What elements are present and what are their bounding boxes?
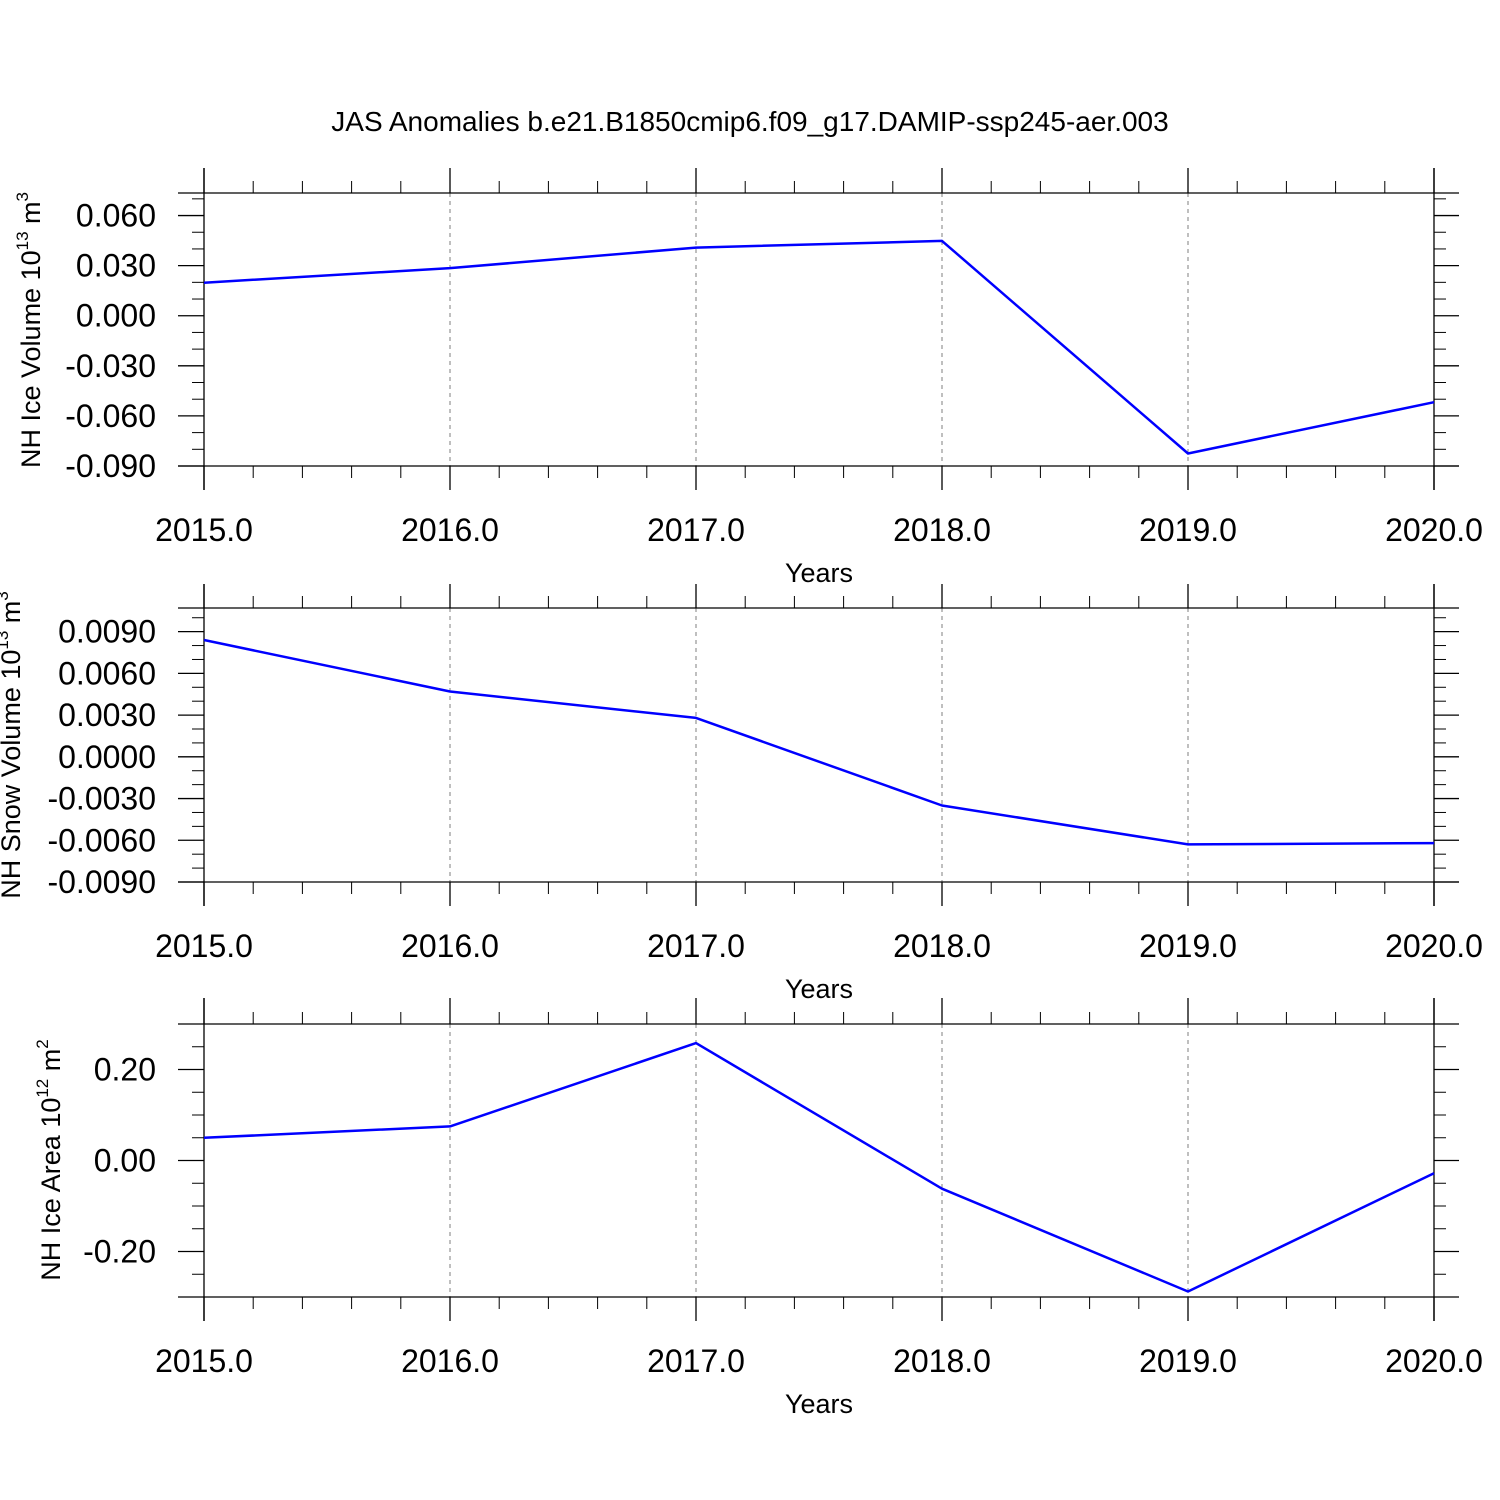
- y-label-text: NH Ice Volume 10: [16, 250, 46, 468]
- figure-title: JAS Anomalies b.e21.B1850cmip6.f09_g17.D…: [331, 106, 1168, 137]
- x-tick-label: 2017.0: [647, 1343, 745, 1379]
- x-tick-label: 2020.0: [1385, 512, 1483, 548]
- y-tick-label: -0.090: [65, 448, 156, 484]
- panels: 0.060 0.030 0.000 -0.030 -0.060 -0.090 2015.0 2…: [0, 168, 1483, 1419]
- series-line: [203, 239, 1435, 455]
- y-tick-label: 0.0060: [58, 655, 156, 691]
- y-axis-label: NH Ice Volume 1013 m3: [13, 192, 46, 468]
- y-label-superscript: 13: [13, 231, 32, 250]
- y-label-superscript: 13: [0, 631, 12, 650]
- y-tick-label: -0.060: [65, 398, 156, 434]
- y-axis-label: NH Ice Area 1012 m2: [33, 1039, 66, 1280]
- y-label-text: m: [36, 1049, 66, 1079]
- y-tick-label: 0.000: [76, 298, 156, 334]
- x-tick-label: 2018.0: [893, 928, 991, 964]
- x-tick-label: 2015.0: [155, 1343, 253, 1379]
- y-label-superscript: 2: [33, 1039, 52, 1048]
- y-tick-label: -0.030: [65, 348, 156, 384]
- x-tick-label: 2018.0: [893, 1343, 991, 1379]
- x-tick-label: 2015.0: [155, 928, 253, 964]
- y-label-text: m: [16, 201, 46, 231]
- y-label-text: NH Snow Volume 10: [0, 650, 26, 899]
- y-tick-label: -0.20: [83, 1234, 156, 1270]
- x-tick-label: 2019.0: [1139, 512, 1237, 548]
- y-tick-label: 0.0090: [58, 614, 156, 650]
- y-axis-label: NH Snow Volume 1013 m3: [0, 591, 26, 899]
- x-axis-label: Years: [785, 1389, 853, 1419]
- x-tick-label: 2020.0: [1385, 1343, 1483, 1379]
- x-tick-label: 2019.0: [1139, 928, 1237, 964]
- y-tick-label: -0.0090: [47, 864, 156, 900]
- y-label-text: m: [0, 601, 26, 631]
- x-tick-label: 2016.0: [401, 512, 499, 548]
- y-label-superscript: 3: [0, 591, 12, 600]
- x-tick-label: 2017.0: [647, 928, 745, 964]
- x-axis-label: Years: [785, 558, 853, 588]
- series-line: [203, 1041, 1435, 1293]
- y-label-text: NH Ice Area 10: [36, 1098, 66, 1281]
- y-tick-label: 0.0000: [58, 739, 156, 775]
- y-tick-label: 0.20: [94, 1052, 156, 1088]
- x-tick-label: 2018.0: [893, 512, 991, 548]
- x-tick-label: 2020.0: [1385, 928, 1483, 964]
- y-label-superscript: 12: [33, 1079, 52, 1098]
- y-tick-label: 0.060: [76, 198, 156, 234]
- series-line: [203, 638, 1435, 846]
- panel-2: 0.0090 0.0060 0.0030 0.0000 -0.0030 -0.0060 -0…: [0, 584, 1483, 1004]
- y-tick-label: 0.030: [76, 248, 156, 284]
- y-label-superscript: 3: [13, 192, 32, 201]
- x-tick-label: 2017.0: [647, 512, 745, 548]
- x-tick-label: 2016.0: [401, 1343, 499, 1379]
- y-tick-label: 0.00: [94, 1143, 156, 1179]
- x-tick-label: 2016.0: [401, 928, 499, 964]
- x-tick-label: 2015.0: [155, 512, 253, 548]
- y-tick-label: 0.0030: [58, 697, 156, 733]
- y-tick-label: -0.0060: [47, 822, 156, 858]
- y-tick-label: -0.0030: [47, 781, 156, 817]
- x-axis-label: Years: [785, 974, 853, 1004]
- panel-3: 0.20 0.00 -0.20 2015.0 2016.0 2017.0 2018.0 201…: [33, 998, 1483, 1419]
- panel-1: 0.060 0.030 0.000 -0.030 -0.060 -0.090 2015.0 2…: [13, 168, 1483, 588]
- x-tick-label: 2019.0: [1139, 1343, 1237, 1379]
